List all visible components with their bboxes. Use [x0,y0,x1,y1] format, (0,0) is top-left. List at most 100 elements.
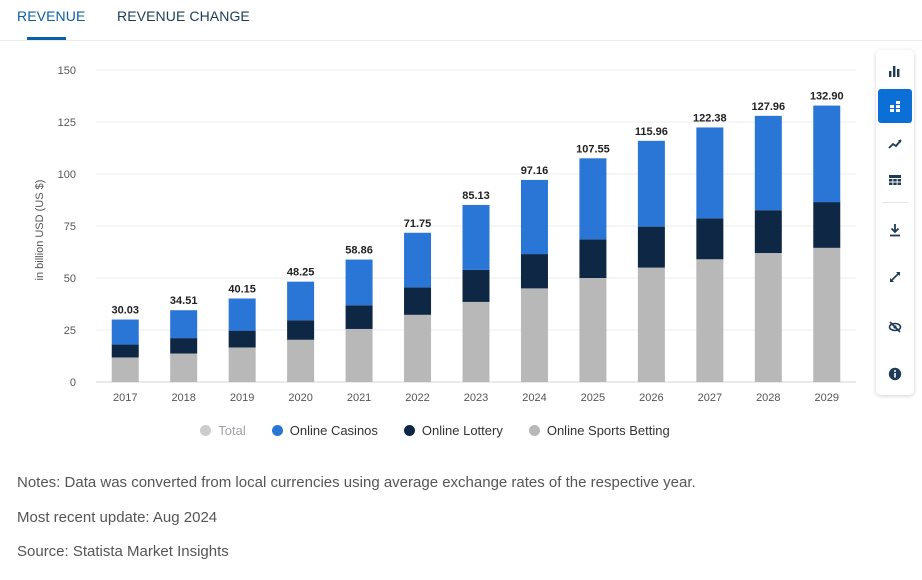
bar-online-casinos [404,232,432,288]
total-data-label: 115.96 [635,126,668,138]
total-data-label: 122.38 [693,112,727,124]
bar-online-lottery [404,287,432,315]
total-data-label: 97.16 [521,165,549,177]
hide-icon [888,321,902,333]
bar-online-sports-betting [228,347,256,382]
bar-online-sports-betting [345,328,373,382]
bar-online-lottery [813,202,841,248]
bar-online-casinos [637,140,665,227]
bar-online-sports-betting [813,247,841,382]
download-icon [890,224,900,237]
bar-online-sports-betting [520,288,548,382]
total-data-label: 85.13 [462,190,490,202]
y-tick-label: 25 [64,325,76,337]
legend-item-online-lottery[interactable]: Online Lottery [403,420,503,440]
bar-online-sports-betting [287,339,315,382]
x-tick-label: 2020 [288,392,312,404]
total-data-label: 58.86 [345,245,373,257]
bar-chart-button[interactable] [878,54,912,88]
stacked-bar-button[interactable] [878,89,912,123]
x-tick-label: 2028 [756,392,780,404]
info-button[interactable] [878,357,912,391]
tab-revenue[interactable]: REVENUE [17,8,86,24]
revenue-chart: 0 25 50 75 100 125 150 in billion USD (US $) 30.… [34,65,856,404]
bar-online-sports-betting [754,253,782,382]
bar-online-casinos [170,310,198,339]
total-data-label: 132.90 [810,91,844,103]
x-tick-label: 2023 [464,392,488,404]
table-button[interactable] [878,163,912,197]
bar-online-sports-betting [579,278,607,382]
bar-online-lottery [696,218,724,260]
bar-online-casinos [345,259,373,306]
bar-online-lottery [754,210,782,254]
tab-revenue-change[interactable]: REVENUE CHANGE [117,8,250,24]
bar-online-casinos [462,204,490,270]
x-tick-label: 2026 [639,392,663,404]
legend-dot-online-casinos [271,424,283,436]
bar-online-casinos [287,281,315,321]
legend-label-online-casinos: Online Casinos [289,422,378,438]
bar-chart-icon [889,66,900,77]
legend-label-total: Total [218,422,246,438]
total-data-label: 40.15 [228,283,256,295]
legend-item-online-casinos[interactable]: Online Casinos [271,420,378,440]
bar-online-casinos [520,179,548,255]
x-tick-label: 2025 [581,392,605,404]
source-text: Source: Statista Market Insights [17,543,229,560]
x-tick-label: 2021 [347,392,371,404]
fullscreen-button[interactable] [878,260,912,294]
x-tick-label: 2027 [698,392,722,404]
x-tick-label: 2017 [113,392,137,404]
chart-legend: Total Online Casinos Online Lottery Onli… [0,420,870,440]
total-data-label: 48.25 [287,267,315,279]
bar-online-lottery [111,344,139,358]
x-tick-label: 2029 [815,392,839,404]
bar-online-lottery [579,239,607,278]
fullscreen-icon [890,272,900,282]
update-text: Most recent update: Aug 2024 [17,509,218,526]
y-tick-label: 0 [70,377,76,389]
bar-online-casinos [228,298,256,331]
trend-button[interactable] [878,127,912,161]
x-tick-label: 2018 [171,392,195,404]
legend-dot-online-lottery [403,424,415,436]
toolbar-divider [882,202,908,203]
total-data-label: 30.03 [111,305,139,317]
legend-label-online-sports-betting: Online Sports Betting [546,422,670,438]
x-tick-label: 2022 [405,392,429,404]
x-tick-label: 2024 [522,392,546,404]
y-tick-label: 125 [58,117,76,129]
bar-online-lottery [170,338,198,354]
y-tick-label: 50 [64,273,76,285]
notes-text: Notes: Data was converted from local cur… [17,474,696,491]
table-icon [889,175,901,185]
bar-online-casinos [754,115,782,211]
total-data-label: 107.55 [576,143,610,155]
bar-online-casinos [696,127,724,219]
bar-online-lottery [345,305,373,329]
legend-dot-total [200,424,212,436]
tab-bar: REVENUE REVENUE CHANGE [0,0,922,41]
bar-online-casinos [813,105,841,203]
x-tick-label: 2019 [230,392,254,404]
bar-online-sports-betting [696,259,724,382]
legend-item-online-sports-betting[interactable]: Online Sports Betting [528,420,670,440]
active-tab-indicator [27,37,66,40]
total-data-label: 34.51 [170,295,198,307]
hide-button[interactable] [878,310,912,344]
y-tick-label: 150 [58,65,76,77]
bar-online-lottery [462,269,490,302]
download-button[interactable] [878,213,912,247]
bar-online-sports-betting [404,314,432,382]
y-tick-label: 75 [64,221,76,233]
y-axis-label: in billion USD (US $) [34,180,46,281]
legend-item-total[interactable]: Total [200,420,246,440]
bar-online-lottery [520,254,548,289]
bar-online-sports-betting [170,353,198,382]
bar-online-sports-betting [637,267,665,382]
bar-online-casinos [111,319,139,345]
bar-online-sports-betting [462,301,490,382]
bar-online-casinos [579,158,607,240]
info-icon [888,367,902,381]
